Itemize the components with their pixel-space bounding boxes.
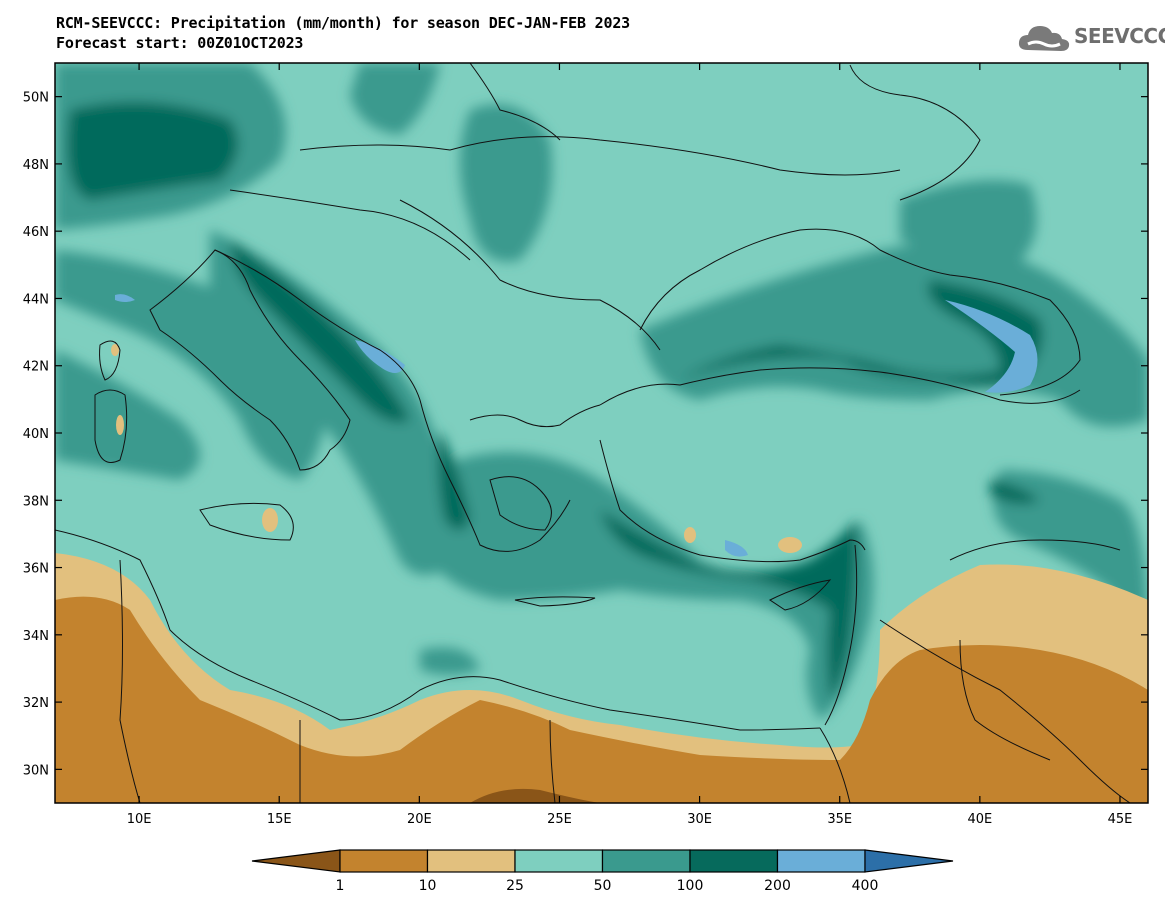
colorbar-level-label: 400: [852, 878, 879, 894]
lon-tick-label: 15E: [267, 812, 292, 827]
colorbar-segment: [339, 849, 429, 873]
lat-tick-label: 46N: [23, 225, 49, 240]
coastlines: [55, 63, 1131, 803]
colorbar-segment: [514, 849, 604, 873]
colorbar: 1 10 25 50 100 200 400: [251, 849, 954, 894]
colorbar-level-label: 25: [506, 878, 524, 894]
cloud-icon: [1018, 26, 1070, 51]
lon-tick-label: 40E: [967, 812, 992, 827]
colorbar-level-label: 50: [594, 878, 612, 894]
lat-tick-label: 42N: [23, 360, 49, 375]
lat-tick-label: 30N: [23, 763, 49, 778]
map-subtitle: Forecast start: 00Z01OCT2023: [56, 34, 304, 52]
latitude-axis: 50N 48N 46N 44N 42N 40N 38N 36N 34N 32N 30N: [23, 91, 1148, 778]
lon-tick-label: 25E: [547, 812, 572, 827]
colorbar-segment: [689, 849, 779, 873]
lat-tick-label: 50N: [23, 91, 49, 106]
lon-tick-label: 35E: [827, 812, 852, 827]
colorbar-level-label: 200: [764, 878, 791, 894]
colorbar-min-arrow: [251, 849, 341, 873]
lat-tick-label: 34N: [23, 629, 49, 644]
colorbar-segment: [426, 849, 516, 873]
field-1-10: [55, 596, 1148, 803]
lat-tick-label: 32N: [23, 696, 49, 711]
colorbar-segment: [776, 849, 866, 873]
title-block: RCM-SEEVCCC: Precipitation (mm/month) fo…: [56, 13, 630, 53]
field-below-1: [470, 788, 600, 803]
lon-tick-label: 10E: [127, 812, 152, 827]
map-title: RCM-SEEVCCC: Precipitation (mm/month) fo…: [56, 14, 630, 32]
lon-tick-label: 30E: [687, 812, 712, 827]
lat-tick-label: 44N: [23, 292, 49, 307]
lat-tick-label: 48N: [23, 158, 49, 173]
seevccc-logo: SEEVCCC: [1016, 20, 1165, 60]
lon-tick-label: 45E: [1108, 812, 1133, 827]
longitude-axis: 10E 15E 20E 25E 30E 35E 40E 45E: [127, 63, 1133, 827]
colorbar-segment: [601, 849, 691, 873]
lat-tick-label: 40N: [23, 427, 49, 442]
colorbar-level-label: 10: [419, 878, 437, 894]
lon-tick-label: 20E: [407, 812, 432, 827]
logo-text: SEEVCCC: [1074, 24, 1165, 48]
lat-tick-label: 36N: [23, 562, 49, 577]
field-200-400: [115, 294, 1038, 557]
colorbar-max-arrow: [864, 849, 954, 873]
colorbar-level-label: 100: [677, 878, 704, 894]
colorbar-level-label: 1: [336, 878, 345, 894]
precipitation-field: [55, 63, 1148, 803]
lat-tick-label: 38N: [23, 494, 49, 509]
